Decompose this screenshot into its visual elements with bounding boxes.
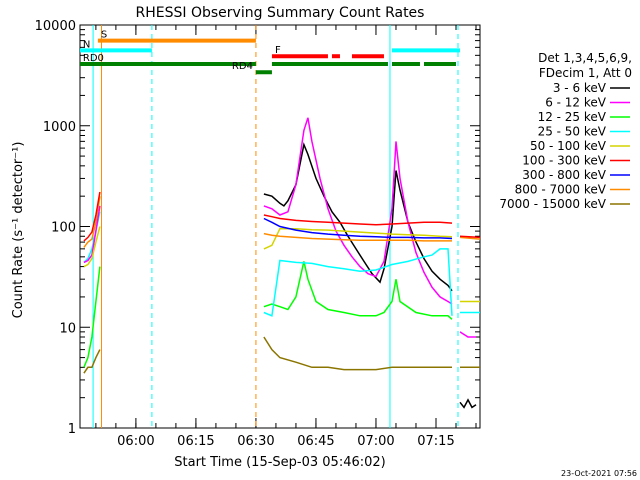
after-gap-series xyxy=(459,235,481,239)
y-tick-label: 1000 xyxy=(43,120,76,135)
legend-header: Det 1,3,4,5,6,9, xyxy=(538,51,632,65)
x-tick-label: 07:00 xyxy=(357,434,394,449)
pre-segment-series xyxy=(83,266,101,368)
pre-segment-series xyxy=(83,349,101,374)
series xyxy=(83,117,481,409)
pre-segment-series xyxy=(83,191,101,242)
flag-label: RD4 xyxy=(232,61,253,72)
x-tick-label: 06:30 xyxy=(237,434,274,449)
y-tick-label: 100 xyxy=(51,221,76,236)
x-ticks: 06:00 06:15 06:30 06:45 07:00 07:15 xyxy=(95,25,477,449)
legend-label: 7000 - 15000 keV xyxy=(499,197,606,211)
x-tick-label: 06:45 xyxy=(297,434,334,449)
series-line xyxy=(263,117,453,305)
x-tick-label: 06:00 xyxy=(117,434,154,449)
legend: Det 1,3,4,5,6,9,FDecim 1, Att 03 - 6 keV… xyxy=(499,51,632,211)
flag-label: N xyxy=(83,39,90,50)
legend-label: 6 - 12 keV xyxy=(545,96,607,110)
pre-segment-series xyxy=(83,226,101,268)
pre-segment-series xyxy=(83,196,101,248)
y-tick-label: 10 xyxy=(59,321,76,336)
series-line xyxy=(263,214,453,226)
legend-label: 100 - 300 keV xyxy=(522,154,606,168)
series-line xyxy=(263,261,453,320)
series-line xyxy=(263,227,453,250)
pre-segment-series xyxy=(83,205,101,264)
legend-label: 300 - 800 keV xyxy=(522,168,606,182)
x-tick-label: 07:15 xyxy=(417,434,454,449)
after-gap-series xyxy=(459,331,476,338)
footer-date: 23-Oct-2021 07:56 xyxy=(561,469,637,478)
observing-flags: SN F RD0 RD4 xyxy=(80,30,460,75)
after-gap-series xyxy=(459,398,477,409)
series-line xyxy=(263,248,453,317)
after-gap-series xyxy=(459,236,481,240)
flag-label: F xyxy=(275,45,281,56)
chart-title: RHESSI Observing Summary Count Rates xyxy=(136,5,425,21)
legend-label: 800 - 7000 keV xyxy=(515,183,607,197)
flag-label: S xyxy=(101,30,107,41)
flag-label: RD0 xyxy=(83,53,104,64)
x-axis-label: Start Time (15-Sep-03 05:46:02) xyxy=(174,455,385,470)
series-line xyxy=(263,232,452,242)
legend-header: FDecim 1, Att 0 xyxy=(539,66,632,80)
legend-label: 12 - 25 keV xyxy=(538,110,607,124)
y-tick-label: 10000 xyxy=(35,19,76,34)
y-ticks: 1 10 100 1000 10000 xyxy=(35,19,480,437)
y-tick-label: 1 xyxy=(68,422,76,437)
series-line xyxy=(263,336,452,371)
series-line xyxy=(263,217,453,240)
y-axis-label: Count Rate (s⁻¹ detector⁻¹) xyxy=(11,142,26,319)
x-tick-label: 06:15 xyxy=(177,434,214,449)
legend-label: 25 - 50 keV xyxy=(538,125,607,139)
legend-label: 3 - 6 keV xyxy=(553,81,607,95)
legend-label: 50 - 100 keV xyxy=(530,139,607,153)
series-line xyxy=(263,142,453,292)
